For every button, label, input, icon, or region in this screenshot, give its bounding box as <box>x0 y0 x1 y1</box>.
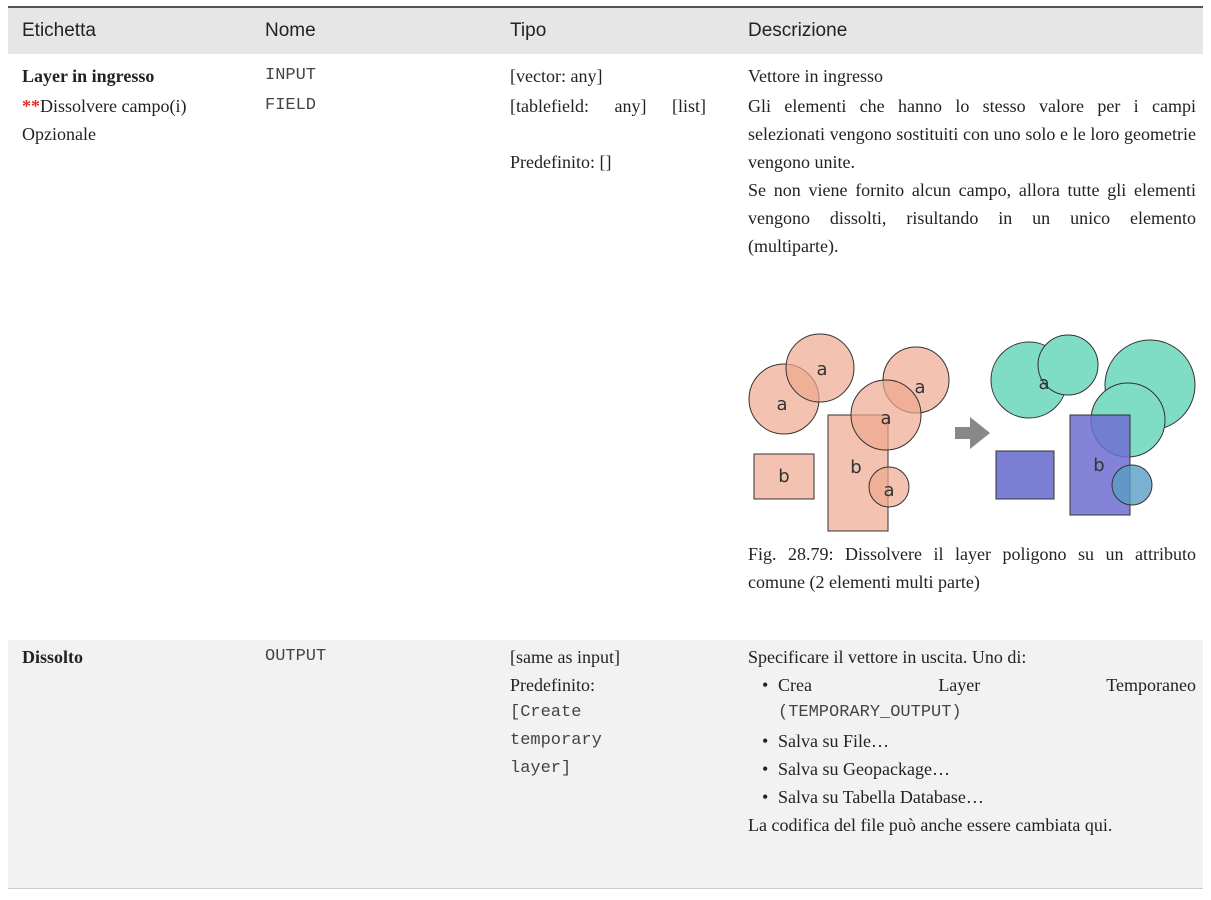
description-text: Se non viene fornito alcun campo, allora… <box>748 180 1196 256</box>
header-cell: Tipo <box>510 20 547 41</box>
marker: ** <box>22 96 40 116</box>
param-type: [same as input] <box>510 647 620 667</box>
optional: Opzionale <box>22 124 96 144</box>
header-cell: Nome <box>265 20 316 41</box>
param-default: Predefinito: <box>510 675 595 695</box>
figure-label: b <box>1093 455 1104 476</box>
param-type-cell: [same as input] Predefinito: [Create tem… <box>510 643 670 783</box>
option: Salva su File… <box>778 727 1196 755</box>
option-text: Crea Layer Temporaneo <box>778 675 1196 695</box>
figure-caption: Fig. 28.79: Dissolvere il layer poligono… <box>748 544 1196 592</box>
header-cell: Etichetta <box>22 20 96 41</box>
param-default: Predefinito: [] <box>510 152 612 172</box>
header-cell: Descrizione <box>748 20 848 41</box>
description-text: Specificare il vettore in uscita. Uno di… <box>748 647 1027 667</box>
figure-label: a <box>880 408 891 429</box>
option: Salva su Geopackage… <box>778 755 1196 783</box>
option-code: (TEMPORARY_OUTPUT) <box>778 703 962 722</box>
option: Salva su Tabella Database… <box>778 783 1196 811</box>
option: Crea Layer Temporaneo (TEMPORARY_OUTPUT) <box>778 671 1196 727</box>
param-label-cell: **Dissolvere campo(i) Opzionale <box>22 92 222 148</box>
param-type: [tablefield: any] [list] <box>510 96 706 116</box>
figure-label: b <box>778 466 789 487</box>
param-description: Specificare il vettore in uscita. Uno di… <box>748 643 1196 839</box>
figure-label: a <box>883 480 894 501</box>
figure-label: a <box>1038 373 1049 394</box>
param-label: Dissolvere campo(i) <box>40 96 187 116</box>
note: La codifica del file può anche essere ca… <box>748 815 1113 835</box>
param-label: Dissolto <box>22 647 84 667</box>
options-list: Crea Layer Temporaneo(TEMPORARY_OUTPUT) … <box>748 671 1196 811</box>
figure: a a a a a b b a b <box>748 333 1196 532</box>
param-description: Vettore in ingresso <box>748 66 883 86</box>
param-name: OUTPUT <box>265 647 327 666</box>
figure-label: b <box>850 457 861 478</box>
description-text: Gli elementi che hanno lo stesso valore … <box>748 96 1196 172</box>
figure-label: a <box>816 359 827 380</box>
param-name: FIELD <box>265 96 317 115</box>
table-header: Etichetta Nome Tipo Descrizione <box>8 6 1203 54</box>
param-label: Layer in ingresso <box>22 66 155 86</box>
figure-label: a <box>914 377 925 398</box>
param-type: [vector: any] <box>510 66 603 86</box>
figure-label: a <box>776 394 787 415</box>
param-default-value: [Create temporary layer] <box>510 703 602 778</box>
param-name: INPUT <box>265 66 317 85</box>
